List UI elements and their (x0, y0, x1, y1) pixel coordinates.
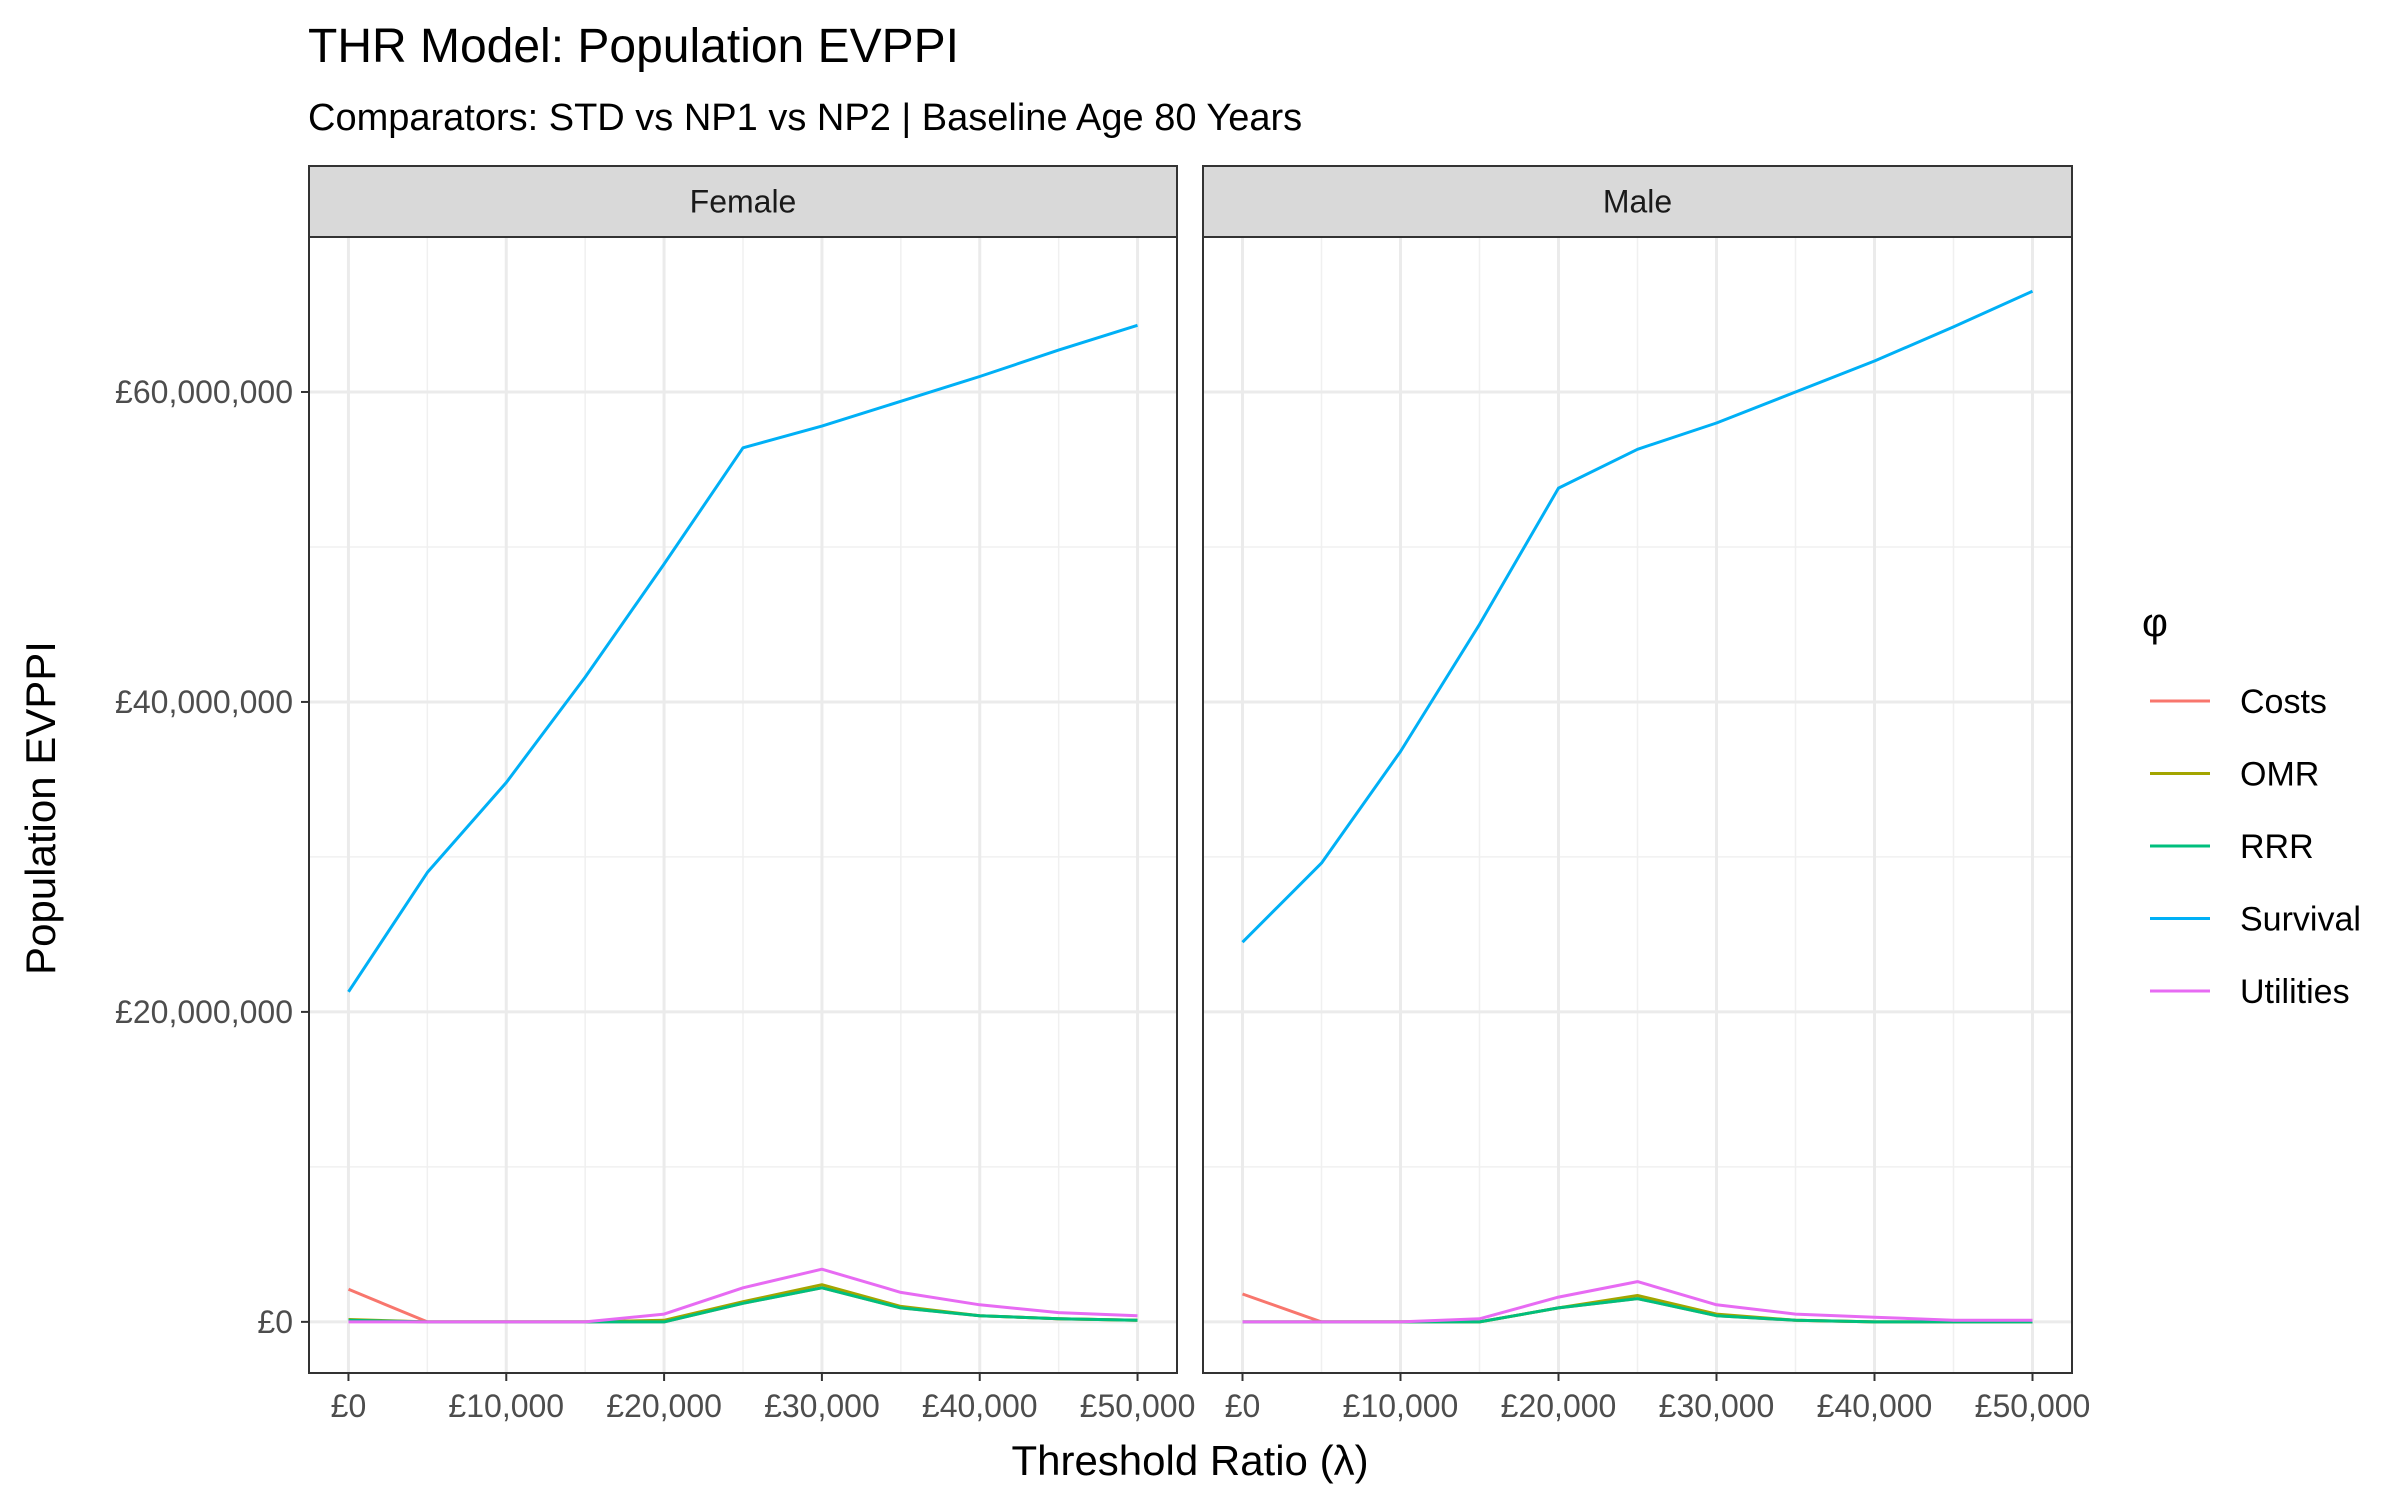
strip-female (308, 165, 1178, 238)
strip-label-female: Female (690, 184, 797, 220)
series-line-male-survival (1241, 289, 2034, 944)
x-tick-label: £40,000 (922, 1388, 1038, 1424)
y-axis-title: Population EVPPI (17, 641, 64, 975)
legend: φ Costs OMR RRR Survival Utilities (2142, 601, 2361, 1011)
legend-title: φ (2142, 601, 2168, 645)
y-tick-label: £0 (257, 1304, 293, 1340)
panel-male: Male £0 £10,000 £20,000 £30,000 £40,000 £50,00… (1202, 165, 2091, 1424)
x-tick-label: £10,000 (1343, 1388, 1459, 1424)
x-tick-label: £0 (1225, 1388, 1261, 1424)
series-line-male-utilities (1242, 1280, 2033, 1324)
x-tick-label: £0 (331, 1388, 367, 1424)
x-tick-label: £50,000 (1975, 1388, 2091, 1424)
facet-panels: Female £0 £10,000 £20,000 £30,000 £40,000 £50,… (115, 165, 2091, 1424)
series-line-female-utilities (348, 1267, 1138, 1324)
legend-label-survival: Survival (2240, 901, 2361, 939)
panel-female: Female £0 £10,000 £20,000 £30,000 £40,000 £50,… (115, 165, 1196, 1424)
y-tick-label: £20,000,000 (115, 994, 293, 1030)
legend-label-costs: Costs (2240, 683, 2327, 721)
x-tick-label: £40,000 (1817, 1388, 1933, 1424)
panel-border-male (1202, 236, 2073, 1374)
y-tick-label: £60,000,000 (115, 374, 293, 410)
x-tick-label: £20,000 (606, 1388, 722, 1424)
y-tick-label: £40,000,000 (115, 684, 293, 720)
legend-label-utilities: Utilities (2240, 973, 2350, 1011)
chart-subtitle: Comparators: STD vs NP1 vs NP2 | Baselin… (308, 97, 1302, 139)
x-tick-label: £20,000 (1501, 1388, 1617, 1424)
chart-title: THR Model: Population EVPPI (308, 20, 959, 73)
strip-label-male: Male (1603, 184, 1672, 220)
panel-border-female (308, 236, 1178, 1374)
x-tick-label: £30,000 (1659, 1388, 1775, 1424)
x-tick-label: £10,000 (448, 1388, 564, 1424)
x-tick-label: £30,000 (764, 1388, 880, 1424)
x-axis-title: Threshold Ratio (λ) (1011, 1437, 1368, 1484)
x-tick-label: £50,000 (1080, 1388, 1196, 1424)
series-line-female-survival (347, 323, 1138, 993)
legend-label-omr: OMR (2240, 756, 2319, 794)
legend-label-rrr: RRR (2240, 828, 2314, 866)
